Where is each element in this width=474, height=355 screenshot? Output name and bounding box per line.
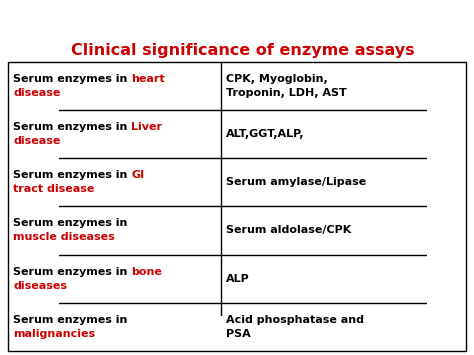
- Text: Serum enzymes in: Serum enzymes in: [13, 74, 131, 84]
- Text: bone: bone: [131, 267, 162, 277]
- Text: PSA: PSA: [226, 329, 251, 339]
- Text: CPK, Myoglobin,: CPK, Myoglobin,: [226, 74, 328, 84]
- Text: Acid phosphatase and: Acid phosphatase and: [226, 315, 364, 325]
- Text: Serum enzymes in: Serum enzymes in: [13, 267, 131, 277]
- Text: Liver: Liver: [131, 122, 162, 132]
- Text: GI: GI: [131, 170, 145, 180]
- Text: disease: disease: [13, 136, 60, 146]
- Text: ALT,GGT,ALP,: ALT,GGT,ALP,: [226, 129, 304, 139]
- Text: Serum enzymes in: Serum enzymes in: [13, 170, 131, 180]
- Text: tract disease: tract disease: [13, 184, 94, 194]
- Text: diseases: diseases: [13, 281, 67, 291]
- Text: Serum aldolase/CPK: Serum aldolase/CPK: [226, 225, 351, 235]
- Text: ALP: ALP: [226, 274, 250, 284]
- Text: Troponin, LDH, AST: Troponin, LDH, AST: [226, 88, 346, 98]
- Text: muscle diseases: muscle diseases: [13, 233, 115, 242]
- Text: Serum enzymes in: Serum enzymes in: [13, 218, 128, 228]
- Text: disease: disease: [13, 88, 60, 98]
- Text: Clinical significance of enzyme assays: Clinical significance of enzyme assays: [71, 43, 415, 58]
- Text: malignancies: malignancies: [13, 329, 95, 339]
- Text: Serum amylase/Lipase: Serum amylase/Lipase: [226, 177, 366, 187]
- Text: Serum enzymes in: Serum enzymes in: [13, 122, 131, 132]
- Text: heart: heart: [131, 74, 165, 84]
- Text: Serum enzymes in: Serum enzymes in: [13, 315, 128, 325]
